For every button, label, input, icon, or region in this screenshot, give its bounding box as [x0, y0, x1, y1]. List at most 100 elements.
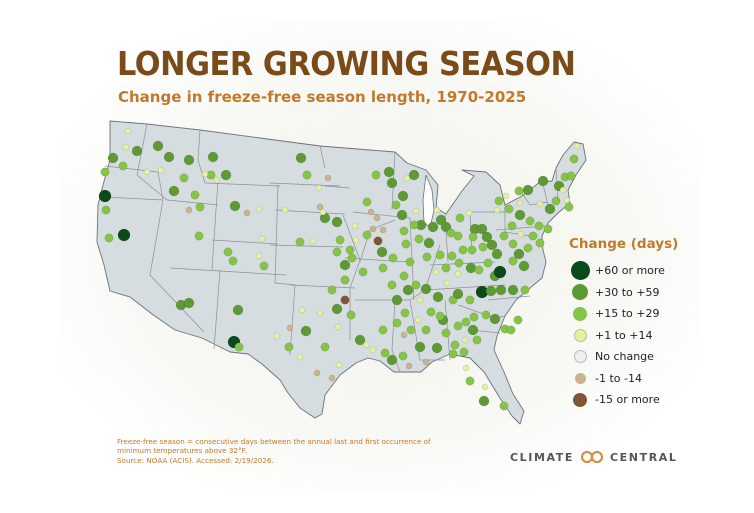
station-marker-g15: [347, 253, 357, 263]
station-marker-g30: [107, 152, 119, 164]
station-marker-g15: [461, 317, 471, 327]
station-marker-g15: [398, 351, 408, 361]
station-marker-g15: [478, 242, 488, 252]
station-marker-g30: [478, 395, 490, 407]
station-marker-g30: [131, 145, 143, 157]
station-marker-d1: [373, 214, 381, 222]
station-marker-g15: [543, 224, 553, 234]
station-marker-g15: [481, 310, 491, 320]
station-marker-g15: [332, 247, 342, 257]
legend-label-d15: -15 or more: [595, 393, 660, 407]
station-marker-g15: [508, 256, 518, 266]
station-marker-d1: [313, 369, 321, 377]
legend-swatch-g30: [572, 284, 588, 301]
station-marker-g1: [143, 168, 151, 176]
station-marker-g15: [391, 200, 401, 210]
station-marker-g1: [493, 206, 501, 214]
station-marker-g15: [458, 245, 468, 255]
station-marker-g30: [440, 221, 452, 233]
station-marker-g1: [517, 230, 525, 238]
station-marker-g15: [435, 311, 445, 321]
station-marker-g15: [422, 252, 432, 262]
station-marker-g30: [431, 342, 443, 354]
station-marker-g15: [399, 226, 409, 236]
legend-swatch-n0: [573, 350, 587, 364]
station-marker-g15: [459, 347, 469, 357]
station-marker-g15: [362, 230, 372, 240]
station-marker-g15: [179, 173, 189, 183]
legend-title: Change (days): [569, 236, 679, 252]
station-marker-g1: [351, 222, 359, 230]
station-marker-g1: [481, 383, 489, 391]
station-marker-d1: [328, 374, 336, 382]
station-marker-g30: [232, 304, 244, 316]
station-marker-g30: [183, 297, 195, 309]
station-marker-g15: [453, 321, 463, 331]
station-marker-g15: [499, 401, 509, 411]
station-marker-g30: [507, 284, 519, 296]
station-marker-g30: [168, 185, 180, 197]
station-marker-g30: [432, 291, 444, 303]
station-marker-g15: [401, 239, 411, 249]
station-marker-g60: [117, 228, 131, 242]
station-marker-g15: [414, 234, 424, 244]
station-marker-g15: [435, 250, 445, 260]
legend-item-d15: -15 or more: [569, 389, 678, 411]
station-marker-g15: [441, 263, 451, 273]
station-marker-g30: [476, 223, 488, 235]
station-marker-g30: [396, 209, 408, 221]
station-marker-g15: [223, 247, 233, 257]
station-marker-g15: [441, 328, 451, 338]
station-marker-g30: [513, 248, 525, 260]
station-marker-g30: [295, 152, 307, 164]
legend-item-g60: +60 or more: [569, 260, 678, 282]
legend-label-g1: +1 to +14: [595, 328, 653, 342]
station-marker-g15: [504, 204, 514, 214]
station-marker-g15: [206, 170, 216, 180]
station-marker-g15: [380, 348, 390, 358]
station-marker-g30: [354, 334, 366, 346]
note-line-3: Source: NOAA (ACIS). Accessed: 2/19/2026…: [117, 455, 274, 465]
station-marker-g15: [465, 295, 475, 305]
station-marker-g15: [534, 221, 544, 231]
station-marker-g15: [320, 342, 330, 352]
station-marker-g60: [493, 265, 507, 279]
station-marker-g15: [378, 325, 388, 335]
station-marker-g15: [399, 271, 409, 281]
station-marker-g15: [453, 231, 463, 241]
station-marker-g1: [573, 142, 581, 150]
station-marker-g15: [455, 213, 465, 223]
station-marker-g30: [544, 203, 556, 215]
station-marker-d1: [400, 331, 408, 339]
map-title: LONGER GROWING SEASON: [117, 44, 576, 83]
station-marker-g15: [535, 238, 545, 248]
station-markers: [98, 127, 581, 411]
station-marker-g1: [316, 309, 324, 317]
station-marker-g1: [536, 200, 544, 208]
legend-label-n0: No change: [595, 350, 654, 364]
station-marker-d15: [373, 236, 383, 246]
station-marker-d1: [422, 358, 430, 366]
station-marker-d1: [405, 362, 413, 370]
legend-item-g30: +30 to +59: [569, 282, 678, 304]
station-marker-d1: [367, 208, 375, 216]
station-marker-g30: [435, 214, 447, 226]
station-marker-g1: [281, 206, 289, 214]
station-marker-g1: [416, 296, 424, 304]
station-marker-g15: [340, 275, 350, 285]
station-marker-g15: [507, 221, 517, 231]
station-marker-d15: [340, 295, 350, 305]
station-marker-g15: [104, 233, 114, 243]
station-marker-d1: [324, 174, 332, 182]
station-marker-g15: [400, 308, 410, 318]
station-marker-g30: [402, 284, 414, 296]
source-note: Freeze-free season = consecutive days be…: [117, 437, 431, 465]
station-marker-g1: [213, 176, 221, 184]
station-marker-g15: [564, 202, 574, 212]
station-marker-g15: [454, 258, 464, 268]
station-marker-g1: [201, 170, 209, 178]
station-marker-g15: [467, 245, 477, 255]
station-marker-g15: [528, 231, 538, 241]
station-marker-d1: [379, 226, 387, 234]
legend-item-d1: -1 to -14: [569, 368, 678, 390]
